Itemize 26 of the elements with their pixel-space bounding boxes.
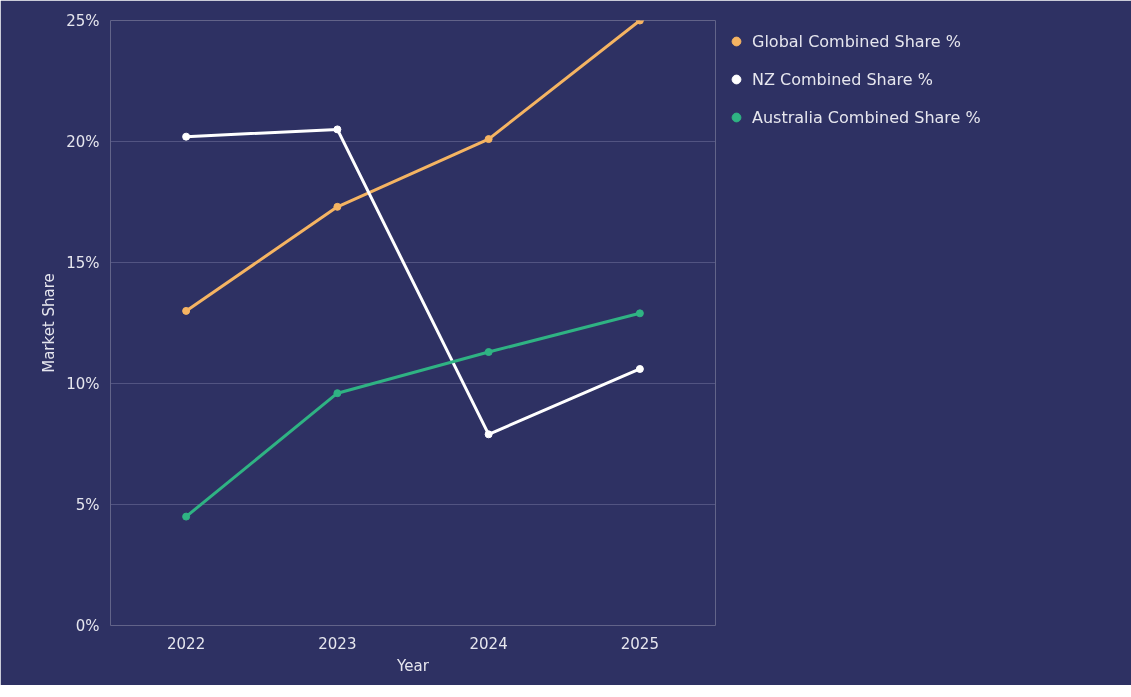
point bbox=[635, 309, 644, 318]
y-tick-label: 15% bbox=[66, 253, 100, 272]
x-tick-label: 2023 bbox=[318, 634, 357, 653]
point bbox=[182, 306, 191, 315]
x-axis-title: Year bbox=[396, 656, 430, 675]
x-tick-label: 2024 bbox=[469, 634, 508, 653]
point bbox=[484, 348, 493, 357]
y-tick-label: 5% bbox=[75, 495, 100, 514]
y-tick-label: 25% bbox=[66, 11, 100, 30]
legend-label: Australia Combined Share % bbox=[752, 107, 981, 127]
legend-label: NZ Combined Share % bbox=[752, 69, 933, 89]
x-tick-label: 2025 bbox=[620, 634, 659, 653]
legend-label: Global Combined Share % bbox=[752, 31, 961, 51]
point bbox=[333, 202, 342, 211]
point bbox=[182, 512, 191, 521]
y-axis-title: Market Share bbox=[40, 273, 59, 373]
point bbox=[635, 364, 644, 373]
point bbox=[182, 132, 191, 141]
point bbox=[333, 125, 342, 134]
point bbox=[333, 389, 342, 398]
point bbox=[484, 135, 493, 144]
x-tick-label: 2022 bbox=[167, 634, 206, 653]
y-tick-label: 0% bbox=[75, 616, 100, 635]
y-tick-label: 20% bbox=[66, 132, 100, 151]
point bbox=[484, 430, 493, 439]
y-tick-label: 10% bbox=[66, 374, 100, 393]
